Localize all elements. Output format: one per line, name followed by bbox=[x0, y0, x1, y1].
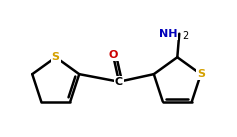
Text: S: S bbox=[52, 52, 60, 62]
Text: NH: NH bbox=[159, 29, 177, 39]
Text: 2: 2 bbox=[182, 31, 188, 41]
Text: S: S bbox=[197, 69, 205, 79]
Text: O: O bbox=[108, 50, 118, 60]
Text: C: C bbox=[115, 77, 123, 87]
